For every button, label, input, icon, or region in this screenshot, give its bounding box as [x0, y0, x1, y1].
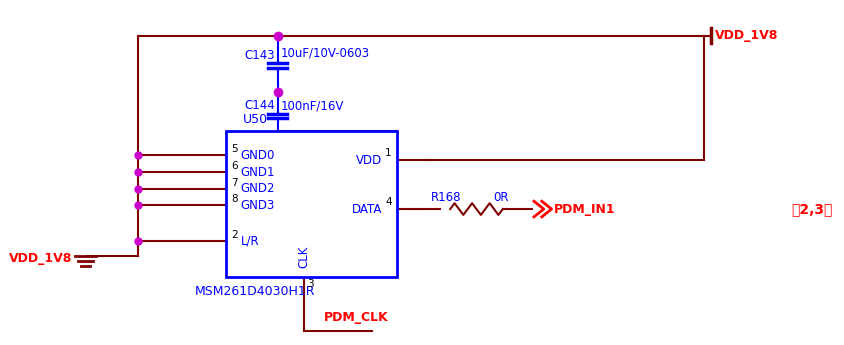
Text: C143: C143	[244, 49, 274, 61]
Text: 【2,3】: 【2,3】	[791, 202, 832, 216]
Text: 0R: 0R	[493, 191, 508, 204]
Text: GND1: GND1	[241, 166, 275, 178]
Bar	[225, 131, 396, 277]
Text: GND3: GND3	[241, 199, 274, 212]
Text: VDD_1V8: VDD_1V8	[715, 29, 778, 42]
Text: MSM261D4030H1R: MSM261D4030H1R	[195, 285, 315, 298]
Text: 7: 7	[230, 178, 237, 188]
Text: 5: 5	[230, 145, 237, 155]
Text: R168: R168	[430, 191, 461, 204]
Text: DATA: DATA	[351, 203, 381, 216]
Text: CLK: CLK	[297, 245, 310, 268]
Text: 8: 8	[230, 194, 237, 204]
Text: GND0: GND0	[241, 149, 274, 162]
Text: U50: U50	[242, 113, 268, 126]
Text: GND2: GND2	[241, 182, 275, 195]
Text: 100nF/16V: 100nF/16V	[280, 99, 344, 112]
Text: 4: 4	[385, 197, 392, 207]
Text: L/R: L/R	[241, 235, 259, 248]
Text: VDD_1V8: VDD_1V8	[8, 252, 72, 265]
Text: PDM_IN1: PDM_IN1	[553, 203, 614, 216]
Text: VDD: VDD	[355, 154, 381, 167]
Text: PDM_CLK: PDM_CLK	[323, 311, 387, 324]
Text: 3: 3	[306, 279, 313, 289]
Text: 10uF/10V-0603: 10uF/10V-0603	[280, 47, 369, 60]
Text: 2: 2	[230, 230, 237, 240]
Text: 6: 6	[230, 161, 237, 171]
Text: C144: C144	[244, 99, 274, 112]
Text: 1: 1	[385, 148, 392, 158]
